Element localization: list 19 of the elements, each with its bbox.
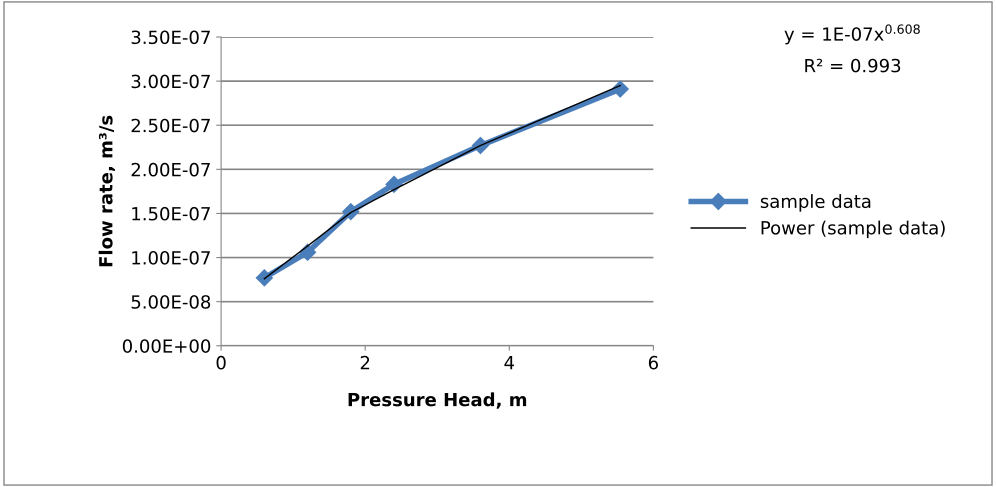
x-axis-title: Pressure Head, m: [348, 392, 526, 409]
x-tick-label: 2: [360, 356, 370, 370]
legend-label: sample data: [760, 194, 870, 212]
x-tick-label: 6: [648, 356, 658, 370]
text: y = 1E-07x$^{0.608}$: [784, 24, 920, 44]
y-tick-label: 1.00E-07: [132, 251, 210, 265]
x-tick-label: 0: [216, 356, 226, 370]
x-tick-label: 4: [504, 356, 514, 370]
y-tick-label: 5.00E-08: [132, 295, 210, 309]
y-tick-label: 1.50E-07: [132, 206, 210, 221]
legend-label: Power (sample data): [762, 220, 945, 238]
y-tick-label: 2.50E-07: [132, 118, 210, 132]
y-tick-label: 3.50E-07: [132, 30, 210, 44]
point: [256, 269, 273, 286]
y-tick-label: 3.00E-07: [132, 74, 210, 88]
text: R² = 0.993: [805, 58, 900, 72]
y-tick-label: 2.00E-07: [132, 162, 210, 176]
y-axis-title: Flow rate, m³/s: [98, 116, 115, 266]
y-tick-label: 0.00E+00: [122, 339, 210, 353]
